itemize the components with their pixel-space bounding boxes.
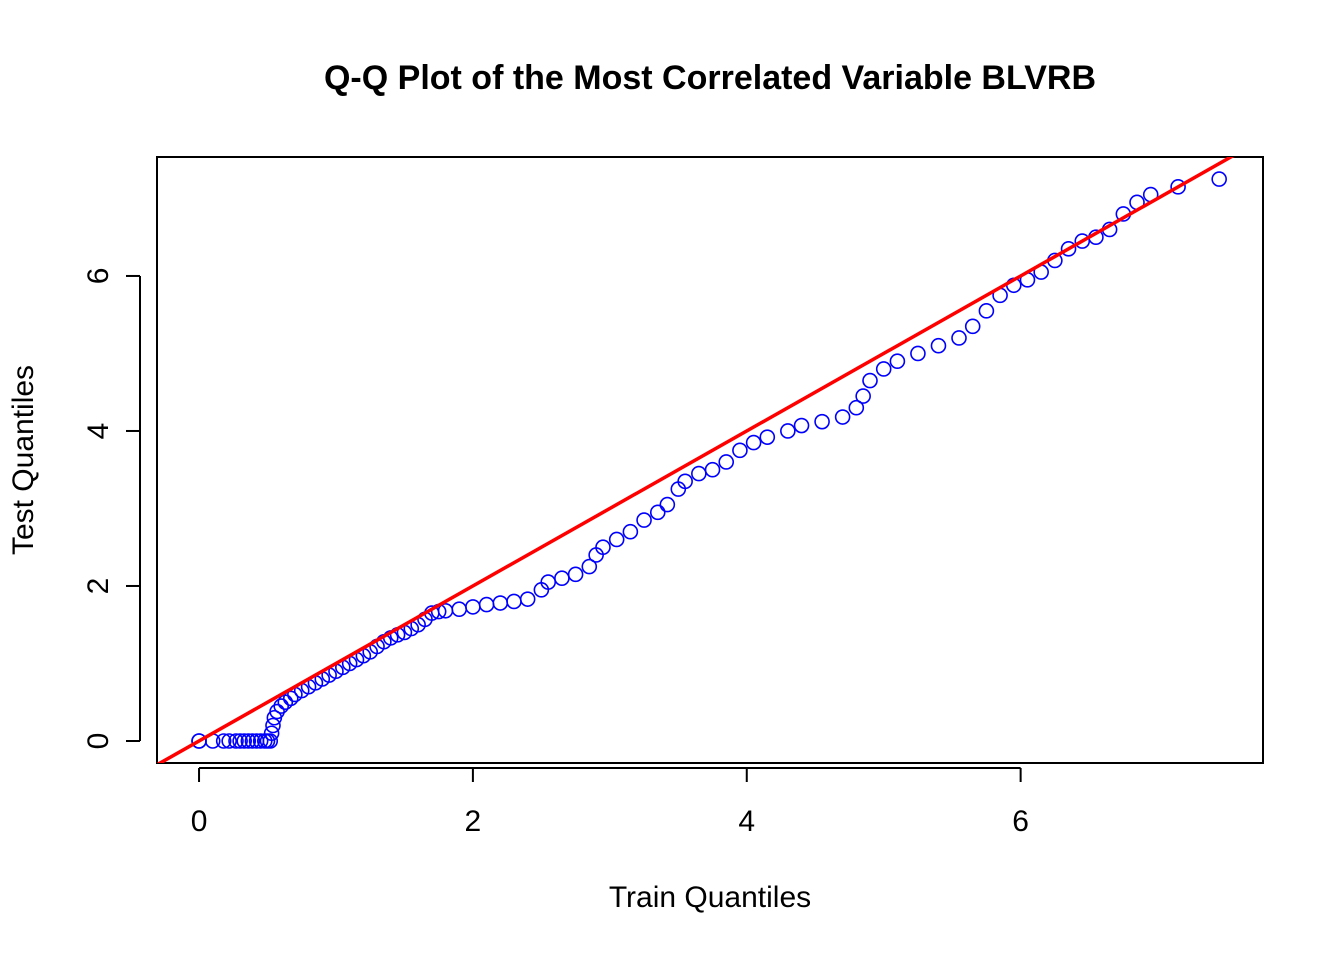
point: [228, 733, 244, 749]
point: [478, 596, 495, 613]
point: [215, 733, 232, 749]
point: [1060, 241, 1077, 257]
y-tick-label: 6: [82, 268, 115, 285]
point: [910, 345, 926, 362]
reference-line: [157, 157, 1235, 763]
y-tick-label: 2: [82, 578, 115, 595]
point: [265, 717, 281, 734]
chart-title: Q-Q Plot of the Most Correlated Variable…: [324, 59, 1096, 97]
point: [875, 361, 892, 377]
point: [834, 409, 851, 425]
point: [691, 465, 707, 482]
point: [745, 434, 762, 451]
point: [964, 318, 981, 335]
y-axis-label: Test Quantiles: [7, 365, 40, 555]
point: [889, 353, 906, 370]
point: [1170, 179, 1186, 195]
point: [252, 733, 269, 749]
y-tick-label: 0: [82, 733, 115, 750]
point: [677, 473, 693, 490]
point: [554, 570, 570, 587]
point: [244, 733, 261, 749]
point: [780, 423, 796, 439]
x-tick-label: 4: [738, 805, 755, 838]
point: [273, 698, 289, 714]
point: [492, 595, 509, 611]
point: [465, 599, 481, 615]
point: [659, 496, 676, 513]
point: [951, 330, 967, 346]
point: [704, 461, 721, 478]
point: [567, 566, 584, 583]
point: [1211, 171, 1227, 187]
point: [232, 733, 248, 749]
point: [451, 601, 468, 618]
point: [862, 372, 878, 389]
x-axis-label: Train Quantiles: [609, 881, 811, 914]
point: [759, 429, 776, 445]
point: [732, 442, 748, 459]
point: [282, 690, 299, 707]
x-tick-label: 6: [1012, 805, 1029, 838]
x-tick-label: 2: [465, 805, 482, 838]
point: [240, 733, 257, 749]
point: [581, 558, 598, 575]
point: [506, 593, 522, 610]
point: [636, 512, 652, 528]
point: [595, 539, 611, 556]
point: [814, 413, 830, 430]
point: [263, 725, 280, 742]
point: [622, 523, 639, 540]
point: [848, 399, 865, 416]
point: [262, 733, 279, 749]
point: [930, 337, 947, 354]
point: [649, 504, 666, 521]
point: [608, 531, 625, 548]
point: [978, 303, 995, 319]
point: [718, 454, 735, 470]
point: [793, 417, 810, 434]
plot-frame: [156, 156, 1264, 764]
point: [855, 388, 871, 404]
point: [236, 733, 253, 749]
y-tick-label: 4: [82, 423, 115, 440]
point: [221, 733, 237, 749]
point: [519, 591, 536, 607]
point: [269, 703, 285, 720]
x-tick-label: 0: [191, 805, 208, 838]
